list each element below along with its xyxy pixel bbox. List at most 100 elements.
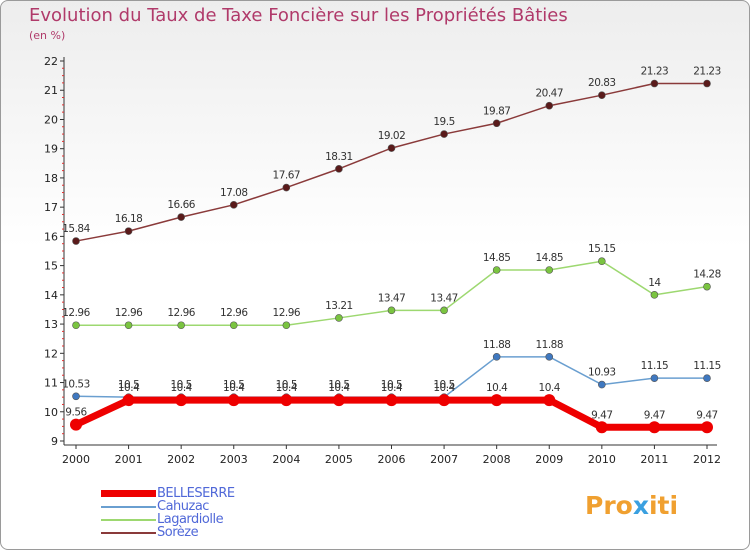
data-point-belleserre xyxy=(122,394,135,407)
y-tick-label: 11 xyxy=(44,377,58,390)
data-point-lagardiolle xyxy=(387,306,396,315)
data-label-cahuzac: 10.53 xyxy=(62,378,90,390)
data-point-cahuzac xyxy=(598,380,606,389)
legend-label: Cahuzac xyxy=(157,499,209,514)
data-label-belleserre: 10.4 xyxy=(486,382,508,394)
y-tick-label: 17 xyxy=(44,201,58,214)
data-point-lagardiolle xyxy=(598,257,606,266)
legend-swatch xyxy=(101,518,156,521)
data-label-lagardiolle: 13.21 xyxy=(325,300,353,312)
legend-item: Cahuzac xyxy=(101,500,235,513)
data-point-lagardiolle xyxy=(335,314,343,322)
data-point-belleserre xyxy=(70,418,82,431)
data-point-belleserre xyxy=(175,394,188,407)
data-label-lagardiolle: 13.47 xyxy=(378,292,406,304)
data-label-belleserre: 10.4 xyxy=(118,382,140,394)
data-label-lagardiolle: 12.96 xyxy=(167,307,195,319)
data-point-lagardiolle xyxy=(177,321,185,330)
x-tick-label: 2004 xyxy=(272,453,300,466)
data-point-lagardiolle xyxy=(282,321,291,330)
data-label-soreze: 20.83 xyxy=(588,77,616,89)
data-point-belleserre xyxy=(385,394,398,407)
legend-label: Lagardiolle xyxy=(157,512,224,527)
data-label-lagardiolle: 13.47 xyxy=(430,292,458,304)
data-label-soreze: 16.18 xyxy=(115,213,143,225)
x-tick-label: 2006 xyxy=(378,453,406,466)
data-point-belleserre xyxy=(490,394,503,407)
proxiti-logo: Proxiti xyxy=(585,491,678,520)
data-label-lagardiolle: 12.96 xyxy=(220,307,248,319)
data-label-soreze: 17.67 xyxy=(273,170,301,182)
x-tick-label: 2007 xyxy=(430,453,458,466)
data-label-lagardiolle: 14.85 xyxy=(483,252,511,264)
y-tick-label: 16 xyxy=(44,230,58,243)
data-label-lagardiolle: 14.28 xyxy=(693,269,721,281)
data-label-soreze: 16.66 xyxy=(167,199,195,211)
y-tick-label: 22 xyxy=(44,55,58,68)
data-label-cahuzac: 10.5 xyxy=(118,379,139,391)
data-label-cahuzac: 10.5 xyxy=(223,379,244,391)
data-point-belleserre xyxy=(332,394,345,407)
data-label-belleserre: 9.56 xyxy=(65,407,87,419)
data-point-soreze xyxy=(72,237,80,245)
x-tick-label: 2003 xyxy=(220,453,248,466)
legend-swatch xyxy=(101,490,156,497)
x-tick-label: 2008 xyxy=(483,453,511,466)
x-tick-label: 2012 xyxy=(693,453,721,466)
data-label-cahuzac: 11.15 xyxy=(641,360,669,372)
legend-label: Sorèze xyxy=(157,525,199,540)
x-tick-label: 2001 xyxy=(115,453,143,466)
data-point-soreze xyxy=(177,213,185,221)
x-tick-label: 2000 xyxy=(62,453,90,466)
data-point-belleserre xyxy=(595,421,608,434)
y-tick-label: 9 xyxy=(51,435,58,448)
x-tick-label: 2010 xyxy=(588,453,616,466)
chart-title: Evolution du Taux de Taxe Foncière sur l… xyxy=(29,5,568,26)
data-point-belleserre xyxy=(648,421,661,434)
data-point-belleserre xyxy=(227,394,240,407)
data-label-cahuzac: 11.15 xyxy=(693,360,721,372)
data-label-soreze: 19.87 xyxy=(483,105,511,117)
y-tick-label: 18 xyxy=(44,172,58,185)
data-label-belleserre: 10.4 xyxy=(539,382,561,394)
data-point-soreze xyxy=(124,227,133,235)
data-label-cahuzac: 10.5 xyxy=(328,379,349,391)
y-tick-label: 13 xyxy=(44,318,58,331)
logo-prefix: Pro xyxy=(585,491,633,520)
x-tick-label: 2005 xyxy=(325,453,353,466)
y-tick-label: 20 xyxy=(44,113,58,126)
data-point-soreze xyxy=(492,119,501,128)
y-tick-label: 12 xyxy=(44,347,58,360)
data-label-belleserre: 9.47 xyxy=(696,409,717,421)
data-point-lagardiolle xyxy=(72,321,80,330)
data-label-cahuzac: 11.88 xyxy=(483,339,511,351)
data-label-belleserre: 10.4 xyxy=(328,382,350,394)
legend-swatch xyxy=(101,505,156,508)
data-label-lagardiolle: 12.96 xyxy=(62,307,90,319)
legend-item: Lagardiolle xyxy=(101,513,235,526)
data-label-cahuzac: 10.5 xyxy=(381,379,402,391)
data-label-soreze: 15.84 xyxy=(62,223,90,235)
data-point-cahuzac xyxy=(492,353,501,361)
data-point-cahuzac xyxy=(703,374,711,382)
data-point-soreze xyxy=(387,144,396,152)
data-point-soreze xyxy=(545,101,554,110)
data-label-belleserre: 10.4 xyxy=(381,382,403,394)
data-label-soreze: 20.47 xyxy=(535,88,563,100)
data-label-belleserre: 9.47 xyxy=(644,409,665,421)
logo-x: x xyxy=(632,491,649,520)
y-tick-label: 14 xyxy=(44,289,58,302)
data-point-soreze xyxy=(650,79,659,88)
legend-label: BELLESERRE xyxy=(157,486,235,501)
data-label-lagardiolle: 14 xyxy=(648,277,661,289)
data-label-cahuzac: 10.5 xyxy=(170,379,191,391)
x-tick-label: 2009 xyxy=(535,453,563,466)
data-label-belleserre: 9.47 xyxy=(591,409,612,421)
data-label-soreze: 19.02 xyxy=(378,130,406,142)
data-label-cahuzac: 10.93 xyxy=(588,367,616,379)
data-point-lagardiolle xyxy=(703,282,711,291)
data-point-lagardiolle xyxy=(440,306,448,315)
data-point-soreze xyxy=(703,79,711,88)
